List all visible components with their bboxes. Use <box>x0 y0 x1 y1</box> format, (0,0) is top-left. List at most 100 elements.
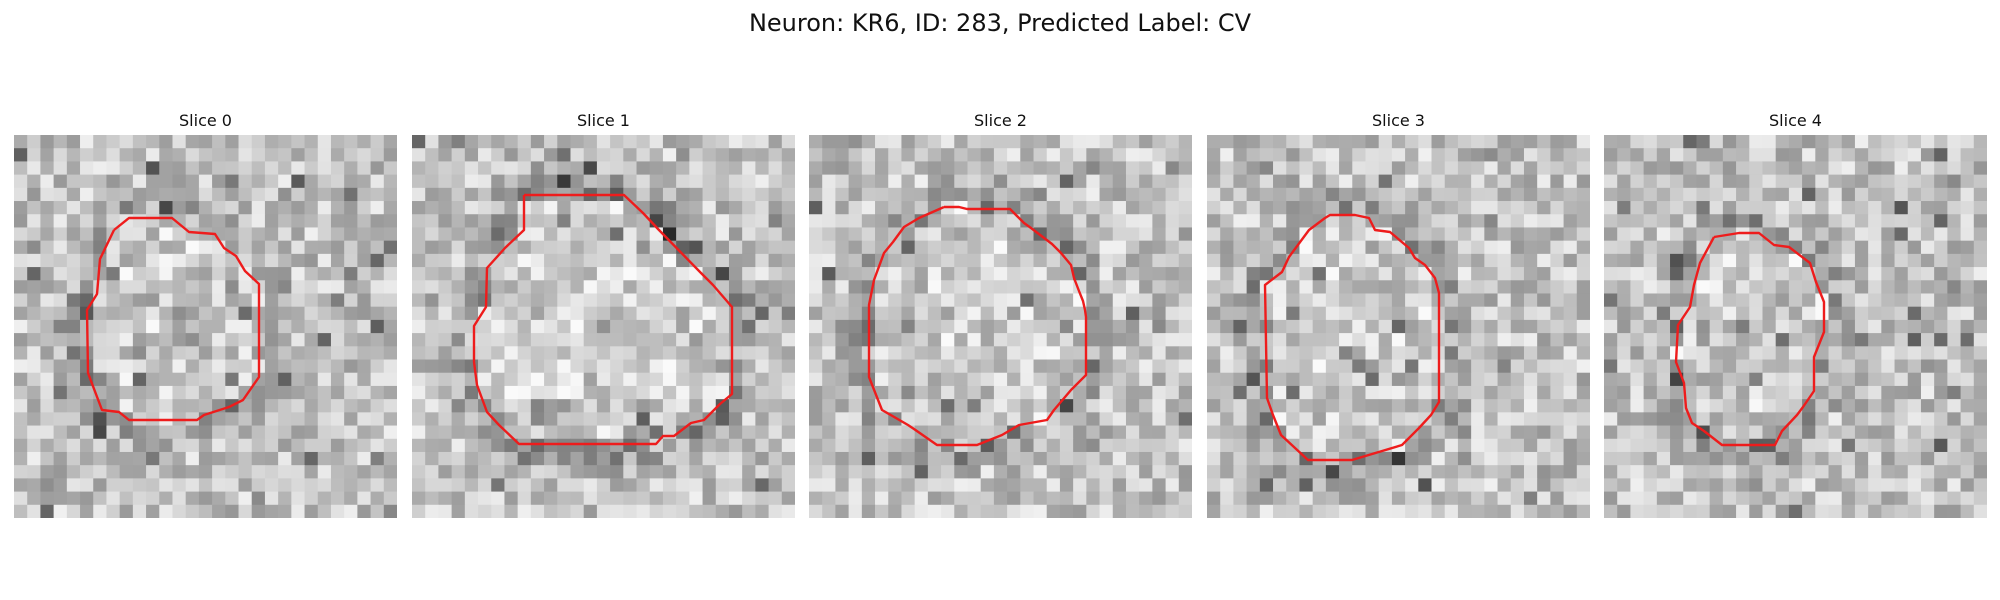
pixel-cell <box>544 504 558 518</box>
pixel-cell <box>1920 385 1935 400</box>
pixel-cell <box>1643 201 1658 215</box>
pixel-cell <box>676 399 690 413</box>
pixel-cell <box>1775 465 1790 479</box>
pixel-cell <box>464 359 479 374</box>
pixel-cell <box>464 306 479 321</box>
pixel-cell <box>159 148 173 162</box>
pixel-cell <box>1604 412 1618 426</box>
pixel-cell <box>370 161 385 176</box>
pixel-cell <box>119 372 134 387</box>
pixel-cell <box>1046 333 1061 347</box>
pixel-cell <box>822 293 836 308</box>
pixel-cell <box>835 280 850 294</box>
pixel-cell <box>1059 372 1074 387</box>
pixel-cell <box>662 306 677 321</box>
pixel-cell <box>875 359 889 374</box>
pixel-cell <box>1736 135 1750 149</box>
pixel-cell <box>1073 319 1087 334</box>
pixel-cell <box>1352 385 1366 400</box>
pixel-cell <box>689 187 703 202</box>
pixel-cell <box>106 148 121 162</box>
pixel-cell <box>304 333 319 347</box>
pixel-cell <box>1086 504 1100 518</box>
pixel-cell <box>1112 161 1127 176</box>
pixel-cell <box>1670 214 1684 228</box>
pixel-cell <box>1125 372 1140 387</box>
pixel-cell <box>1418 438 1432 453</box>
pixel-cell <box>478 214 492 228</box>
pixel-cell <box>1220 240 1234 255</box>
pixel-cell <box>438 201 453 215</box>
pixel-cell <box>1722 306 1737 321</box>
pixel-cell <box>53 478 68 492</box>
pixel-cell <box>1112 504 1127 518</box>
pixel-cell <box>330 504 345 518</box>
pixel-cell <box>1749 412 1763 426</box>
pixel-cell <box>517 135 532 149</box>
pixel-cell <box>1563 267 1578 281</box>
pixel-cell <box>848 319 863 334</box>
pixel-cell <box>1947 333 1961 347</box>
pixel-cell <box>159 399 173 413</box>
pixel-cell <box>1960 504 1975 518</box>
pixel-cell <box>1550 174 1564 189</box>
pixel-cell <box>66 306 81 321</box>
pixel-cell <box>1907 333 1922 347</box>
pixel-cell <box>172 491 187 506</box>
pixel-cell <box>330 240 345 255</box>
pixel-cell <box>425 280 439 294</box>
pixel-cell <box>781 135 795 149</box>
pixel-cell <box>1312 372 1327 387</box>
pixel-cell <box>251 267 266 281</box>
pixel-cell <box>1299 412 1314 426</box>
pixel-cell <box>504 478 519 492</box>
pixel-cell <box>1656 359 1671 374</box>
pixel-cell <box>1444 293 1459 308</box>
pixel-cell <box>728 267 743 281</box>
pixel-cell <box>596 504 611 518</box>
pixel-cell <box>1762 201 1777 215</box>
pixel-cell <box>1178 306 1192 321</box>
pixel-cell <box>636 465 651 479</box>
pixel-cell <box>330 187 345 202</box>
pixel-cell <box>1073 438 1087 453</box>
pixel-cell <box>1471 346 1485 360</box>
pixel-cell <box>1207 306 1221 321</box>
pixel-cell <box>1112 399 1127 413</box>
pixel-cell <box>1576 438 1590 453</box>
pixel-cell <box>1273 385 1287 400</box>
pixel-cell <box>649 438 664 453</box>
pixel-cell <box>1947 319 1961 334</box>
pixel-cell <box>1828 359 1843 374</box>
pixel-cell <box>1207 385 1221 400</box>
pixel-cell <box>623 214 637 228</box>
pixel-cell <box>291 161 305 176</box>
pixel-cell <box>1775 214 1790 228</box>
pixel-cell <box>93 227 107 242</box>
pixel-cell <box>264 359 279 374</box>
pixel-cell <box>478 465 492 479</box>
pixel-cell <box>702 267 717 281</box>
pixel-cell <box>1325 214 1340 228</box>
pixel-cell <box>623 148 637 162</box>
pixel-cell <box>570 399 585 413</box>
pixel-cell <box>225 465 239 479</box>
pixel-cell <box>1033 293 1048 308</box>
pixel-cell <box>1273 399 1287 413</box>
pixel-cell <box>1947 280 1961 294</box>
pixel-cell <box>1259 491 1274 506</box>
pixel-cell <box>53 346 68 360</box>
pixel-cell <box>1815 148 1829 162</box>
pixel-cell <box>570 280 585 294</box>
pixel-cell <box>1312 504 1327 518</box>
pixel-cell <box>901 227 916 242</box>
pixel-cell <box>1299 333 1314 347</box>
pixel-cell <box>1378 148 1393 162</box>
pixel-cell <box>185 478 200 492</box>
pixel-cell <box>967 478 982 492</box>
pixel-cell <box>1139 385 1153 400</box>
pixel-cell <box>278 161 292 176</box>
pixel-cell <box>80 267 94 281</box>
pixel-cell <box>1178 504 1192 518</box>
pixel-cell <box>967 451 982 466</box>
